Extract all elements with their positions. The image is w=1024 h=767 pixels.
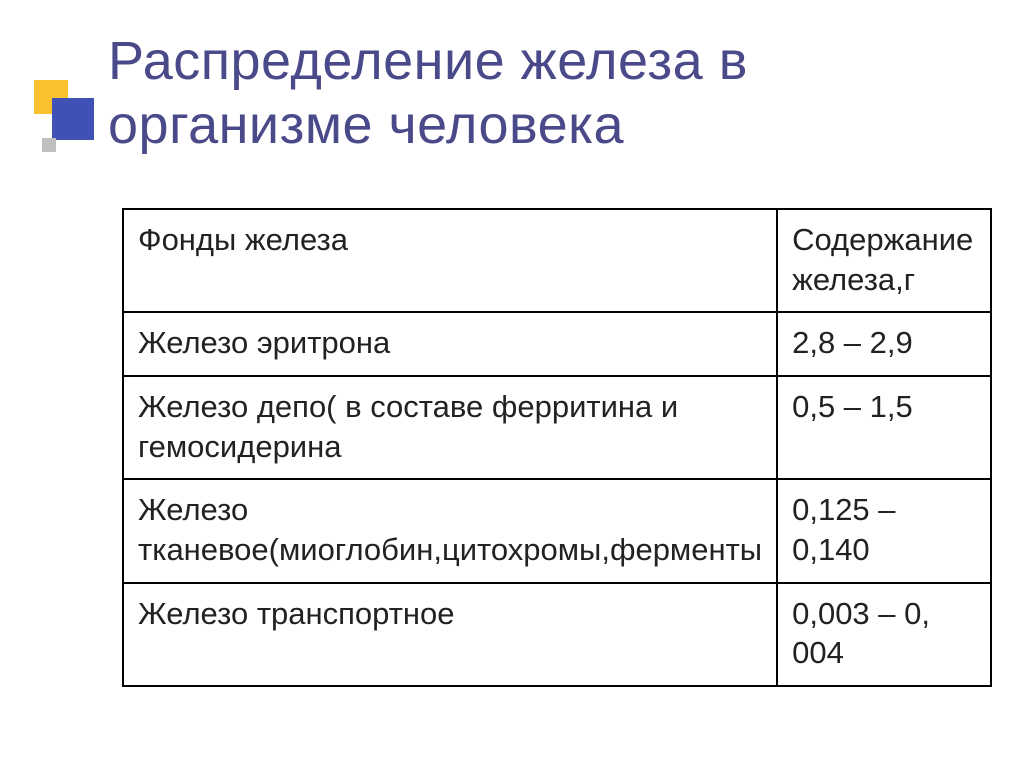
table-cell: 2,8 – 2,9 <box>777 312 991 376</box>
table-row: Железо депо( в составе ферритина и гемос… <box>123 376 991 479</box>
table-row: Железо тканевое(миоглобин,цитохромы,ферм… <box>123 479 991 582</box>
table-cell: Железо депо( в составе ферритина и гемос… <box>123 376 777 479</box>
slide-title: Распределение железа в организме человек… <box>108 30 984 157</box>
table-cell: 0,003 – 0, 004 <box>777 583 991 686</box>
slide: Распределение железа в организме человек… <box>0 0 1024 767</box>
table-cell: Железо эритрона <box>123 312 777 376</box>
table-header-cell: Фонды железа <box>123 209 777 312</box>
table-header-cell: Содержание железа,г <box>777 209 991 312</box>
table-row: Железо транспортное 0,003 – 0, 004 <box>123 583 991 686</box>
content-table-wrap: Фонды железа Содержание железа,г Железо … <box>122 208 964 687</box>
square-blue-icon <box>52 98 94 140</box>
slide-header: Распределение железа в организме человек… <box>30 30 984 180</box>
table-row: Железо эритрона 2,8 – 2,9 <box>123 312 991 376</box>
iron-distribution-table: Фонды железа Содержание железа,г Железо … <box>122 208 992 687</box>
title-bullet-decoration <box>30 60 100 180</box>
table-cell: 0,5 – 1,5 <box>777 376 991 479</box>
square-gray-icon <box>42 138 56 152</box>
table-cell: 0,125 – 0,140 <box>777 479 991 582</box>
table-header-row: Фонды железа Содержание железа,г <box>123 209 991 312</box>
table-cell: Железо транспортное <box>123 583 777 686</box>
table-cell: Железо тканевое(миоглобин,цитохромы,ферм… <box>123 479 777 582</box>
